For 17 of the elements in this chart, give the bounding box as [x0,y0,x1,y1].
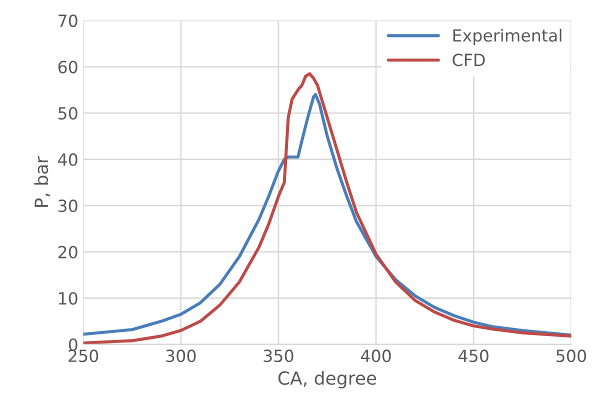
x-tick-label: 300 [166,350,196,362]
y-tick-label: 30 [58,200,78,212]
y-tick-label: 60 [58,60,78,74]
y-tick-label: 40 [58,153,78,166]
y-tick-label: 70 [58,14,78,28]
legend-label: Experimental [453,28,562,45]
y-tick-label: 50 [58,107,78,120]
y-tick-label: 10 [59,292,78,305]
x-tick-label: 250 [68,350,98,362]
legend-label: CFD [452,54,485,66]
y-axis-title: P, bar [34,156,50,207]
y-tick-label: 20 [58,246,78,258]
x-axis-title: CA, degree [278,370,376,388]
x-tick-label: 350 [264,350,294,362]
x-tick-label: 450 [458,350,488,362]
x-tick-label: 500 [556,350,586,362]
x-tick-label: 400 [360,350,391,362]
